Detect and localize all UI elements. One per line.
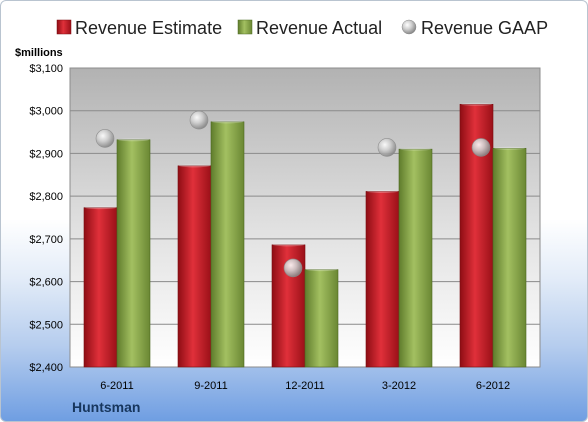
bar-revenue-estimate-highlight [461,102,492,106]
x-tick-label: 6-2011 [100,380,133,392]
bar-revenue-actual-highlight [306,268,337,272]
legend-swatch-actual [237,19,253,35]
bar-revenue-actual [210,121,245,368]
bar-revenue-estimate-highlight [273,243,304,247]
x-axis: 6-2011 9-2011 12-2011 3-2012 6-2012 [100,380,510,392]
y-tick-label: $2,500 [29,319,63,331]
bar-revenue-actual [116,139,151,368]
marker-revenue-gaap [95,129,115,148]
bar-revenue-actual [304,269,339,368]
legend-label-actual: Revenue Actual [256,18,382,38]
y-tick-label: $2,600 [29,277,63,289]
company-name: Huntsman [72,399,141,415]
bar-revenue-estimate-highlight [367,189,398,193]
bar-revenue-actual-highlight [118,138,149,142]
bar-revenue-estimate-highlight [179,164,210,168]
legend-swatch-estimate [56,19,72,35]
bar-revenue-estimate [365,191,400,368]
bar-revenue-actual [492,148,527,368]
y-tick-label: $3,000 [29,106,63,118]
legend-marker-gaap [401,19,417,35]
x-tick-label: 12-2011 [285,380,325,392]
bar-revenue-actual-highlight [494,146,525,150]
bar-revenue-estimate [83,207,118,368]
y-tick-label: $2,900 [29,148,63,160]
x-tick-label: 3-2012 [382,380,416,392]
bar-revenue-actual-highlight [400,147,431,151]
marker-revenue-gaap [283,258,303,278]
marker-revenue-gaap [189,110,209,130]
marker-revenue-gaap [377,138,397,157]
x-tick-label: 6-2012 [476,380,510,392]
y-axis: $2,400 $2,500 $2,600 $2,700 $2,800 $2,900 $3,0… [29,63,63,374]
y-tick-label: $2,400 [29,362,63,374]
bars [83,102,527,368]
y-tick-label: $3,100 [29,63,63,75]
y-axis-title: $millions [15,47,63,59]
legend-label-gaap: Revenue GAAP [421,18,548,38]
bar-revenue-estimate [177,165,212,368]
y-tick-label: $2,800 [29,191,63,203]
legend: Revenue Estimate Revenue Actual Revenue … [56,18,548,38]
bar-revenue-actual-highlight [212,120,243,124]
x-tick-label: 9-2011 [194,380,227,392]
marker-revenue-gaap [471,138,491,157]
legend-label-estimate: Revenue Estimate [75,18,222,38]
bar-revenue-estimate-highlight [85,206,116,210]
y-tick-label: $2,700 [29,234,63,246]
bar-revenue-actual [398,148,433,368]
